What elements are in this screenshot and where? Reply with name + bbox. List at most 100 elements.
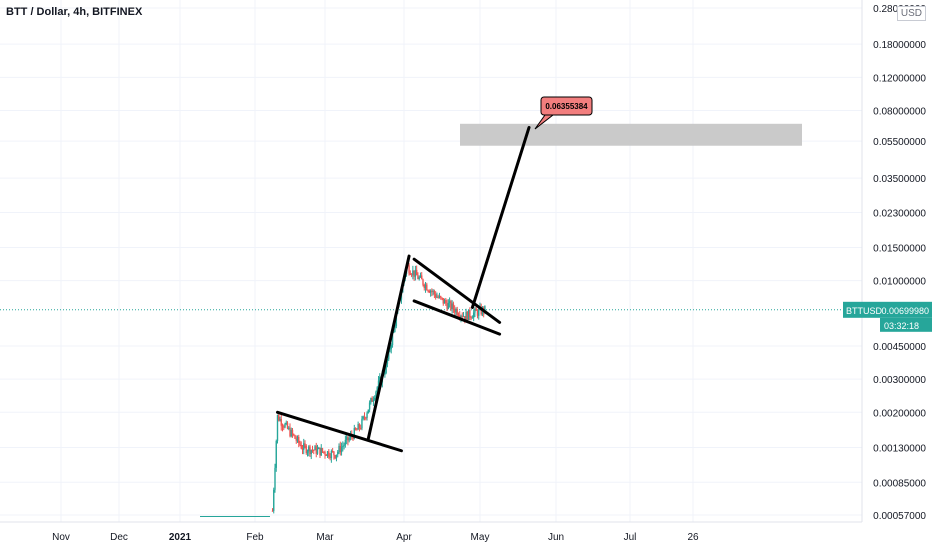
candle-body — [443, 300, 446, 304]
candle-body — [339, 445, 341, 453]
candle-body — [367, 409, 370, 414]
x-tick-label: 2021 — [169, 532, 192, 543]
candle-body — [451, 303, 453, 310]
candle-body — [340, 446, 343, 453]
candle-body — [320, 448, 322, 456]
candle-body — [370, 398, 372, 403]
candle-body — [394, 326, 396, 328]
candle-body — [357, 424, 359, 430]
candle-body — [285, 422, 287, 425]
candle-body — [424, 284, 427, 289]
candle-body — [388, 349, 390, 360]
candle-body — [417, 275, 419, 280]
y-tick-label: 0.05500000 — [873, 137, 926, 148]
candle-body — [278, 414, 280, 421]
candle-body — [334, 455, 336, 459]
candle-body — [329, 456, 331, 459]
candle-body — [413, 270, 415, 277]
candle-body — [344, 439, 347, 445]
candle-body — [409, 273, 412, 275]
y-tick-label: 0.00085000 — [873, 478, 926, 489]
candle-body — [284, 424, 286, 428]
candle-body — [377, 380, 380, 388]
candle-body — [474, 308, 476, 313]
y-tick-label: 0.01000000 — [873, 277, 926, 288]
candle-body — [423, 284, 425, 289]
candle-body — [290, 429, 292, 437]
x-tick-label: Apr — [396, 532, 412, 543]
candle-body — [461, 315, 463, 317]
candle-body — [301, 448, 304, 450]
candle-body — [484, 305, 486, 313]
candle-body — [432, 290, 434, 292]
candle-body — [280, 419, 282, 426]
candle-body — [343, 444, 345, 446]
x-tick-label: Dec — [110, 532, 128, 543]
candle-body — [306, 451, 309, 454]
candle-body — [331, 451, 334, 453]
candle-body — [470, 317, 472, 319]
candle-body — [469, 309, 471, 318]
countdown-text: 03:32:18 — [884, 321, 919, 331]
candle-body — [462, 316, 465, 318]
candle-body — [433, 290, 436, 295]
candle-body — [371, 398, 373, 402]
flagpole-line — [366, 254, 411, 441]
candle-body — [464, 316, 466, 320]
x-tick-label: Nov — [52, 532, 70, 543]
candle-body — [279, 419, 281, 421]
candle-body — [368, 402, 371, 410]
flag-bottom-line — [412, 299, 502, 336]
candle-body — [289, 427, 291, 437]
x-tick-label: May — [471, 532, 490, 543]
candle-body — [453, 309, 456, 313]
candle-body — [333, 451, 335, 456]
candle-body — [391, 332, 394, 346]
y-tick-label: 0.03500000 — [873, 174, 926, 185]
candle-body — [373, 397, 376, 400]
candle-body — [353, 428, 356, 439]
candle-body — [276, 414, 279, 441]
candle-body — [478, 309, 480, 316]
y-tick-label: 0.00450000 — [873, 342, 926, 353]
candle-body — [438, 296, 441, 298]
candle-body — [295, 438, 297, 441]
candle-body — [426, 284, 428, 291]
target-zone-rect — [460, 123, 802, 146]
y-tick-label: 0.12000000 — [873, 73, 926, 84]
triangle-top-line — [276, 410, 403, 453]
candle-body — [427, 290, 429, 292]
x-tick-label: Jul — [624, 532, 637, 543]
candle-body — [418, 277, 420, 280]
candle-body — [293, 434, 295, 436]
candle-body — [446, 303, 448, 309]
last-price-badge — [843, 301, 932, 318]
candle-body — [376, 387, 378, 392]
candle-body — [324, 451, 326, 455]
candle-body — [450, 301, 452, 310]
candle-body — [415, 269, 418, 276]
candle-body — [356, 429, 358, 431]
y-tick-label: 0.00057000 — [873, 511, 926, 522]
y-tick-label: 0.08000000 — [873, 106, 926, 117]
candle-body — [372, 399, 375, 402]
candle-body — [385, 363, 387, 373]
x-tick-label: Feb — [246, 532, 264, 543]
candle-body — [352, 436, 354, 439]
candle-body — [362, 416, 364, 419]
candle-body — [447, 302, 450, 309]
candle-body — [431, 290, 433, 292]
candle-body — [465, 311, 467, 320]
candle-body — [281, 425, 284, 427]
currency-badge[interactable]: USD — [896, 6, 926, 21]
target-label-box — [540, 96, 593, 116]
x-tick-label: Mar — [316, 532, 334, 543]
candle-body — [321, 448, 324, 452]
candle-body — [304, 443, 306, 446]
candle-body — [389, 349, 391, 351]
candle-body — [328, 451, 330, 457]
candle-body — [271, 510, 274, 512]
y-tick-label: 0.00200000 — [873, 408, 926, 419]
